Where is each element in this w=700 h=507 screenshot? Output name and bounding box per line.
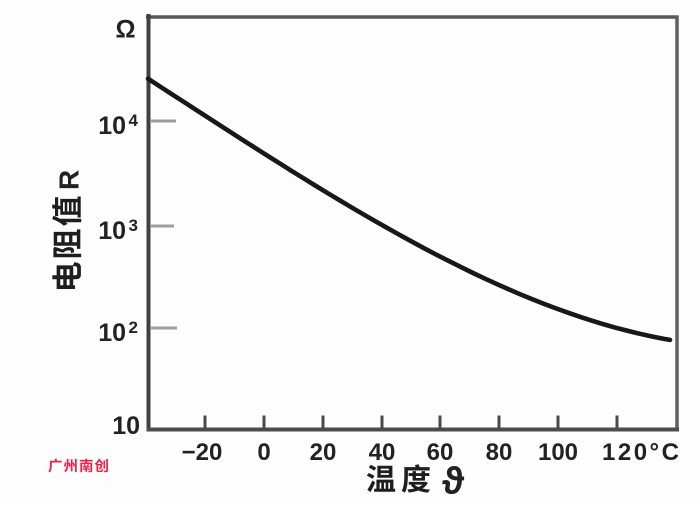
svg-text:40: 40 bbox=[369, 439, 396, 466]
svg-text:R: R bbox=[54, 170, 85, 190]
svg-text:10: 10 bbox=[98, 112, 126, 140]
svg-text:−20: −20 bbox=[182, 439, 223, 466]
svg-text:80: 80 bbox=[486, 439, 513, 466]
svg-text:Ω: Ω bbox=[115, 16, 135, 44]
svg-text:60: 60 bbox=[427, 439, 454, 466]
svg-text:ϑ: ϑ bbox=[442, 461, 465, 503]
svg-text:10: 10 bbox=[98, 319, 126, 347]
svg-text:3: 3 bbox=[129, 216, 138, 235]
svg-text:120°C: 120°C bbox=[602, 439, 681, 466]
svg-text:100: 100 bbox=[538, 439, 578, 466]
svg-text:20: 20 bbox=[310, 439, 337, 466]
svg-text:0: 0 bbox=[257, 439, 270, 466]
svg-text:10: 10 bbox=[112, 412, 140, 440]
svg-text:10: 10 bbox=[98, 217, 126, 245]
svg-text:2: 2 bbox=[129, 318, 138, 337]
svg-text:4: 4 bbox=[129, 111, 139, 130]
